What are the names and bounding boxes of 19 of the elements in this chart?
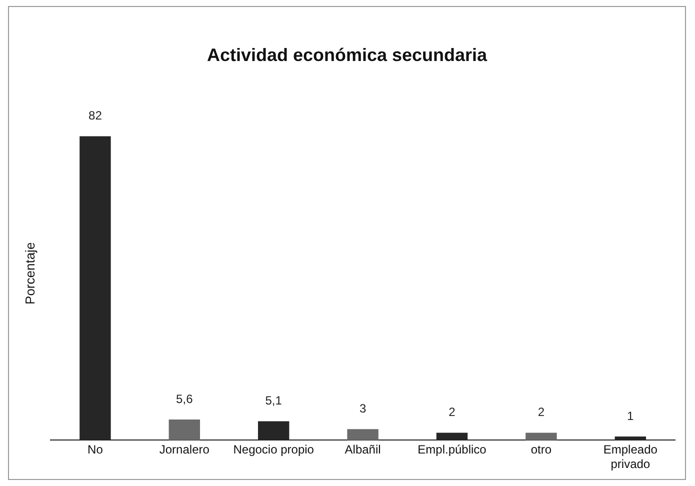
bar bbox=[168, 419, 200, 440]
x-tick-label: Albañil bbox=[344, 442, 381, 457]
bar bbox=[526, 432, 557, 440]
x-tick-label: Empl.público bbox=[418, 442, 487, 457]
data-label: 1 bbox=[627, 408, 634, 423]
y-axis-title: Porcentaje bbox=[22, 242, 38, 304]
data-label: 2 bbox=[448, 405, 456, 420]
data-label: 3 bbox=[359, 401, 366, 416]
chart-title: Actividad económica secundaria bbox=[206, 44, 488, 65]
data-label: 82 bbox=[88, 108, 102, 123]
x-tick-label: otro bbox=[530, 442, 552, 457]
data-label: 2 bbox=[538, 405, 545, 420]
data-label: 5,6 bbox=[176, 392, 194, 406]
x-tick-label: Negocio propio bbox=[233, 442, 314, 457]
x-tick-label: Jornalero bbox=[159, 442, 210, 457]
x-tick-label: Empleado privado bbox=[603, 442, 658, 472]
x-tick-label: No bbox=[88, 442, 104, 457]
bar bbox=[347, 429, 378, 440]
data-label: 5,1 bbox=[265, 394, 282, 408]
